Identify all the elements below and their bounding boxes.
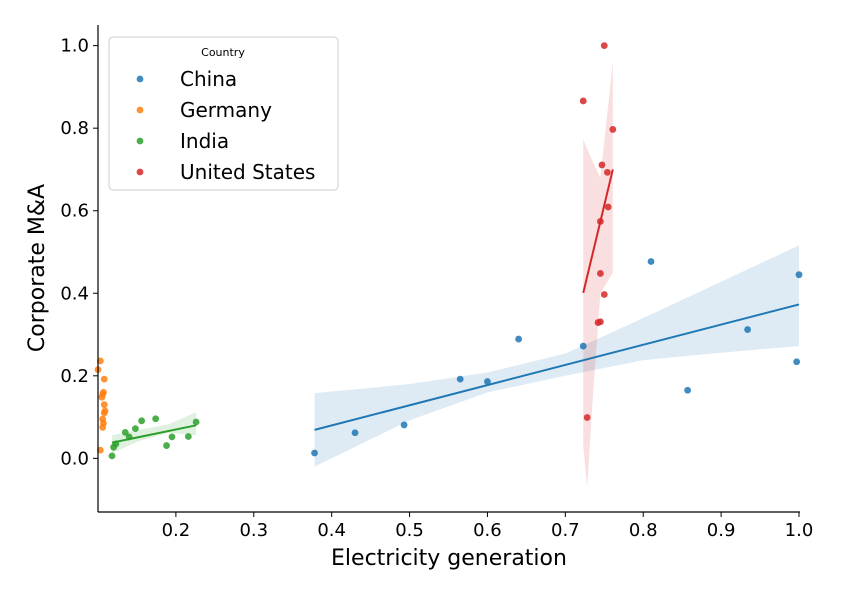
y-ticks: 0.0 0.2 0.4 0.6 0.8 1.0	[60, 36, 98, 469]
data-point-china	[744, 326, 751, 333]
data-point-united-states	[609, 126, 617, 133]
data-point-germany	[96, 357, 104, 365]
data-point-india	[131, 425, 139, 433]
legend-label-china: China	[180, 67, 237, 91]
data-point-united-states	[600, 42, 608, 50]
legend-items: China Germany India United States	[136, 67, 315, 184]
legend-marker-china	[136, 75, 144, 83]
y-axis-title: Corporate M&A	[25, 184, 50, 352]
data-point-germany	[100, 388, 107, 396]
x-tick-label: 0.9	[707, 520, 736, 541]
regression-lines	[111, 169, 800, 444]
data-point-united-states	[596, 270, 604, 277]
data-point-united-states	[596, 218, 604, 225]
x-ticks: 0.2 0.3 0.4 0.5 0.6 0.7 0.8 0.9 1.0	[162, 512, 814, 541]
data-point-india	[112, 440, 120, 448]
data-point-united-states	[600, 291, 608, 298]
confidence-band-china	[314, 245, 799, 467]
data-point-china	[647, 258, 655, 265]
data-point-india	[138, 417, 146, 425]
data-point-india	[163, 442, 170, 449]
data-point-united-states	[598, 161, 606, 169]
data-point-united-states	[604, 203, 612, 211]
legend-marker-united-states	[136, 168, 144, 176]
legend: Country China Germany India United States	[108, 36, 339, 191]
y-tick-label: 0.4	[60, 283, 89, 304]
legend-label-india: India	[180, 129, 229, 153]
x-tick-label: 1.0	[785, 520, 814, 541]
x-tick-label: 0.5	[395, 520, 424, 541]
x-tick-label: 0.3	[239, 520, 268, 541]
data-point-germany	[100, 419, 107, 427]
x-tick-label: 0.2	[162, 520, 191, 541]
data-point-india	[125, 433, 133, 441]
data-point-china	[515, 335, 522, 343]
legend-label-united-states: United States	[180, 160, 315, 184]
scatter-points	[94, 42, 803, 460]
data-point-china	[684, 386, 692, 394]
x-tick-label: 0.6	[473, 520, 502, 541]
legend-title: Country	[201, 46, 245, 59]
data-point-china	[793, 358, 801, 366]
data-point-china	[400, 421, 408, 429]
confidence-band-india	[112, 412, 197, 454]
y-tick-label: 1.0	[60, 36, 89, 57]
data-point-germany	[100, 375, 108, 383]
legend-label-germany: Germany	[180, 98, 272, 122]
regression-line-united-states	[582, 169, 614, 294]
data-point-china	[351, 429, 359, 437]
data-point-india	[168, 433, 176, 441]
data-point-united-states	[579, 97, 587, 105]
data-point-india	[152, 415, 160, 423]
regression-line-china	[314, 303, 800, 431]
x-tick-label: 0.8	[629, 520, 658, 541]
legend-marker-germany	[136, 106, 144, 114]
data-point-india	[108, 452, 116, 460]
data-point-china	[579, 342, 587, 350]
x-tick-label: 0.4	[317, 520, 346, 541]
data-point-india	[192, 418, 200, 426]
legend-marker-india	[136, 137, 144, 145]
data-point-united-states	[583, 414, 591, 421]
y-tick-label: 0.2	[60, 366, 89, 387]
data-point-united-states	[603, 168, 611, 176]
data-point-germany	[96, 446, 104, 454]
y-tick-label: 0.0	[60, 448, 89, 469]
data-point-germany	[100, 409, 108, 417]
data-point-china	[795, 271, 803, 279]
data-point-china	[456, 375, 464, 383]
data-point-china	[311, 449, 318, 457]
data-point-china	[484, 378, 491, 385]
regression-line-india	[111, 424, 197, 444]
y-tick-label: 0.6	[60, 201, 89, 222]
y-tick-label: 0.8	[60, 118, 89, 139]
x-tick-label: 0.7	[551, 520, 580, 541]
data-point-germany	[100, 401, 108, 409]
legend-frame	[108, 36, 339, 191]
data-point-united-states	[596, 318, 604, 326]
data-point-india	[121, 428, 129, 436]
x-axis-title: Electricity generation	[331, 546, 567, 571]
data-point-india	[184, 433, 192, 440]
